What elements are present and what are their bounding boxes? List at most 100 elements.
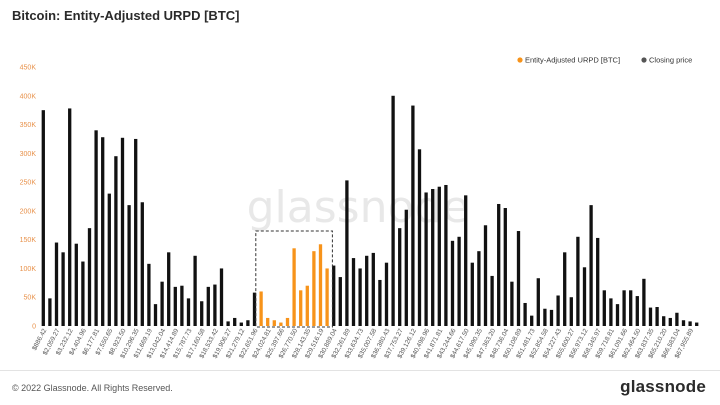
y-tick-label: 350K [20, 122, 37, 129]
bar [87, 228, 92, 326]
bar [312, 251, 316, 326]
bar [648, 307, 653, 326]
highlight-range-box [255, 230, 333, 328]
y-tick-label: 50K [24, 295, 37, 302]
bar [464, 195, 468, 326]
bar [503, 208, 507, 326]
bars-group [41, 95, 699, 327]
bar [332, 265, 336, 326]
bar [305, 285, 309, 326]
bar [351, 258, 356, 326]
bar [200, 301, 204, 326]
bar [404, 209, 408, 326]
bar [457, 236, 461, 326]
bar [569, 297, 573, 326]
bar [543, 308, 547, 326]
bar [589, 205, 593, 326]
bar [259, 291, 263, 326]
bar [424, 192, 428, 326]
bar [226, 321, 230, 326]
bar [675, 312, 679, 326]
bar [549, 309, 554, 326]
brand-logo: glassnode [620, 377, 706, 396]
bar [239, 322, 243, 326]
bar [153, 304, 158, 326]
bar [563, 252, 567, 326]
bar [252, 292, 257, 326]
bar [219, 268, 224, 326]
bar [147, 263, 151, 326]
bar [490, 275, 494, 326]
bar [140, 202, 144, 326]
bar [477, 251, 481, 326]
bar [114, 156, 118, 326]
bar [497, 203, 501, 326]
bar [285, 317, 290, 326]
bar [246, 320, 250, 326]
bar [695, 322, 699, 326]
urpd-bar-chart: glassnode 0 50K 100K 150K 200K 250K 300K 350K 40… [20, 56, 699, 360]
bar [510, 281, 514, 326]
bar [345, 180, 349, 326]
y-tick-label: 250K [20, 180, 37, 187]
bar [180, 285, 184, 326]
legend-label: Entity-Adjusted URPD [BTC] [525, 56, 620, 65]
bar [688, 321, 692, 326]
y-tick-label: 400K [20, 93, 37, 100]
bar [299, 290, 303, 326]
bar [470, 262, 474, 326]
watermark-text: glassnode [247, 182, 470, 233]
bar [193, 255, 197, 326]
bar [94, 130, 98, 326]
y-axis: 0 50K 100K 150K 200K 250K 300K 350K 400K 450K [20, 65, 37, 331]
legend-marker [517, 57, 523, 63]
bar [635, 296, 639, 326]
bar [338, 277, 342, 326]
bar [615, 304, 620, 326]
bar [61, 252, 65, 326]
bar [662, 316, 666, 326]
bar [213, 284, 217, 326]
bar [431, 189, 435, 326]
legend[interactable]: Entity-Adjusted URPD [BTC] Closing price [517, 56, 692, 65]
x-axis: $886.42$2,059.27$3,232.12$4,404.96$6,177… [31, 327, 695, 359]
bar [523, 302, 527, 326]
bar [411, 105, 415, 326]
bar [450, 240, 455, 326]
bar [655, 307, 659, 326]
bar [134, 138, 138, 326]
bar [642, 278, 646, 326]
bar [378, 279, 382, 326]
bar [365, 255, 369, 326]
bar [74, 243, 78, 326]
bar [325, 268, 329, 326]
bar [629, 290, 633, 326]
bar [437, 186, 441, 326]
bar [516, 231, 521, 326]
bar [107, 193, 111, 326]
chart-title: Bitcoin: Entity-Adjusted URPD [BTC] [12, 8, 240, 23]
bar [576, 236, 580, 326]
y-tick-label: 450K [20, 65, 37, 72]
bar [668, 317, 672, 326]
bar [279, 322, 283, 326]
bar [536, 278, 540, 326]
footer-divider [0, 370, 720, 371]
bar [272, 320, 276, 326]
bar [266, 317, 270, 326]
legend-marker [641, 57, 647, 63]
y-tick-label: 100K [20, 266, 37, 273]
bar [233, 317, 237, 326]
bar [582, 267, 587, 326]
bar [384, 262, 389, 326]
bar [120, 137, 125, 326]
bar [68, 108, 72, 326]
bar [173, 286, 177, 326]
bar [48, 298, 52, 326]
bar [54, 242, 59, 326]
bar [556, 295, 560, 326]
bar [417, 149, 422, 326]
bar [167, 252, 171, 326]
bar [444, 184, 448, 326]
bar [391, 95, 395, 327]
